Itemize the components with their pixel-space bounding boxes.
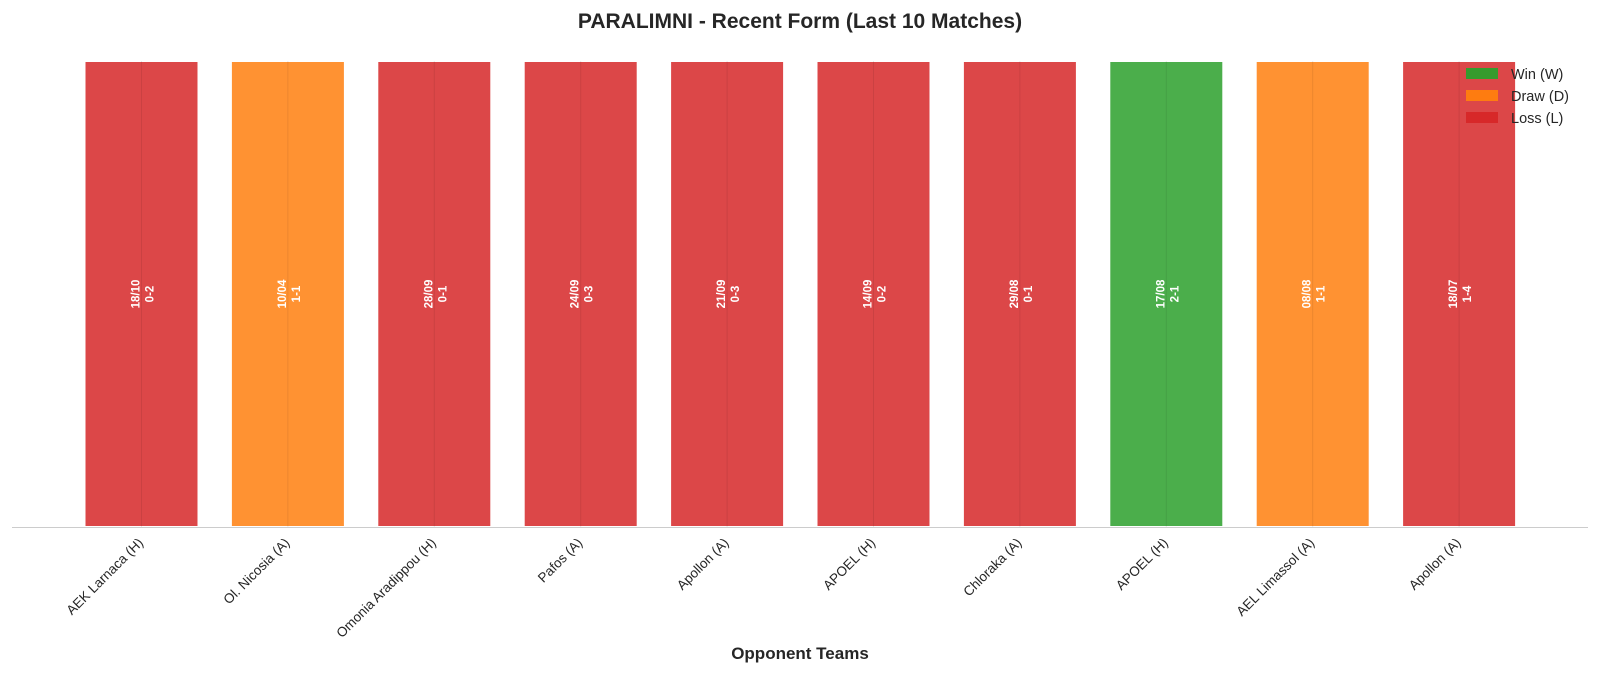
x-tick-label-1: AEK Larnaca (H) [63, 535, 146, 618]
x-tick-label-3: Omonia Aradippou (H) [333, 535, 439, 641]
x-tick-label-8: APOEL (H) [1113, 535, 1171, 593]
bar-7 [961, 60, 1078, 528]
bar-label-4: 24/09 0-3 [570, 280, 596, 309]
legend-swatch-l [1466, 112, 1498, 123]
legend: Win (W) Draw (D) Loss (L) [1466, 67, 1569, 127]
chart-title: PARALIMNI - Recent Form (Last 10 Matches… [578, 10, 1022, 33]
x-tick-label-9: AEL Limassol (A) [1233, 535, 1317, 619]
bar-label-5: 21/09 0-3 [716, 280, 742, 309]
bars-group: 18/10 0-2 10/04 1-1 28/09 0-1 24/09 0-3 21/09 0-3… [83, 60, 1518, 528]
bar-label-7: 29/08 0-1 [1009, 279, 1035, 308]
bar-6 [815, 60, 932, 528]
bar-label-6: 14/09 0-2 [863, 280, 889, 309]
bar-label-8: 17/08 2-1 [1155, 279, 1181, 308]
legend-swatch-w [1466, 68, 1498, 79]
x-tick-label-5: Apollon (A) [674, 535, 732, 593]
bar-label-9: 08/08 1-1 [1302, 279, 1328, 308]
x-tick-label-4: Pafos (A) [535, 535, 585, 585]
bar-1 [83, 60, 200, 528]
bar-3 [376, 60, 493, 528]
bar-label-1: 18/10 0-2 [131, 280, 157, 309]
x-tick-label-2: Ol. Nicosia (A) [220, 535, 292, 607]
legend-label-w: Win (W) [1511, 67, 1563, 83]
x-axis-label: Opponent Teams [731, 644, 869, 663]
bar-label-10: 18/07 1-4 [1448, 280, 1474, 309]
bar-9 [1254, 60, 1371, 528]
bar-2 [229, 60, 346, 528]
x-tick-label-10: Apollon (A) [1406, 535, 1464, 593]
x-tick-labels: AEK Larnaca (H) Ol. Nicosia (A) Omonia Ara… [63, 535, 1463, 641]
legend-label-l: Loss (L) [1511, 111, 1563, 127]
bar-label-2: 10/04 1-1 [277, 279, 303, 308]
bar-10 [1401, 60, 1518, 528]
bar-label-3: 28/09 0-1 [423, 280, 449, 309]
x-tick-label-7: Chloraka (A) [960, 535, 1024, 599]
legend-swatch-d [1466, 90, 1498, 101]
legend-label-d: Draw (D) [1511, 89, 1569, 105]
x-tick-label-6: APOEL (H) [820, 535, 878, 593]
bar-8 [1108, 60, 1225, 528]
